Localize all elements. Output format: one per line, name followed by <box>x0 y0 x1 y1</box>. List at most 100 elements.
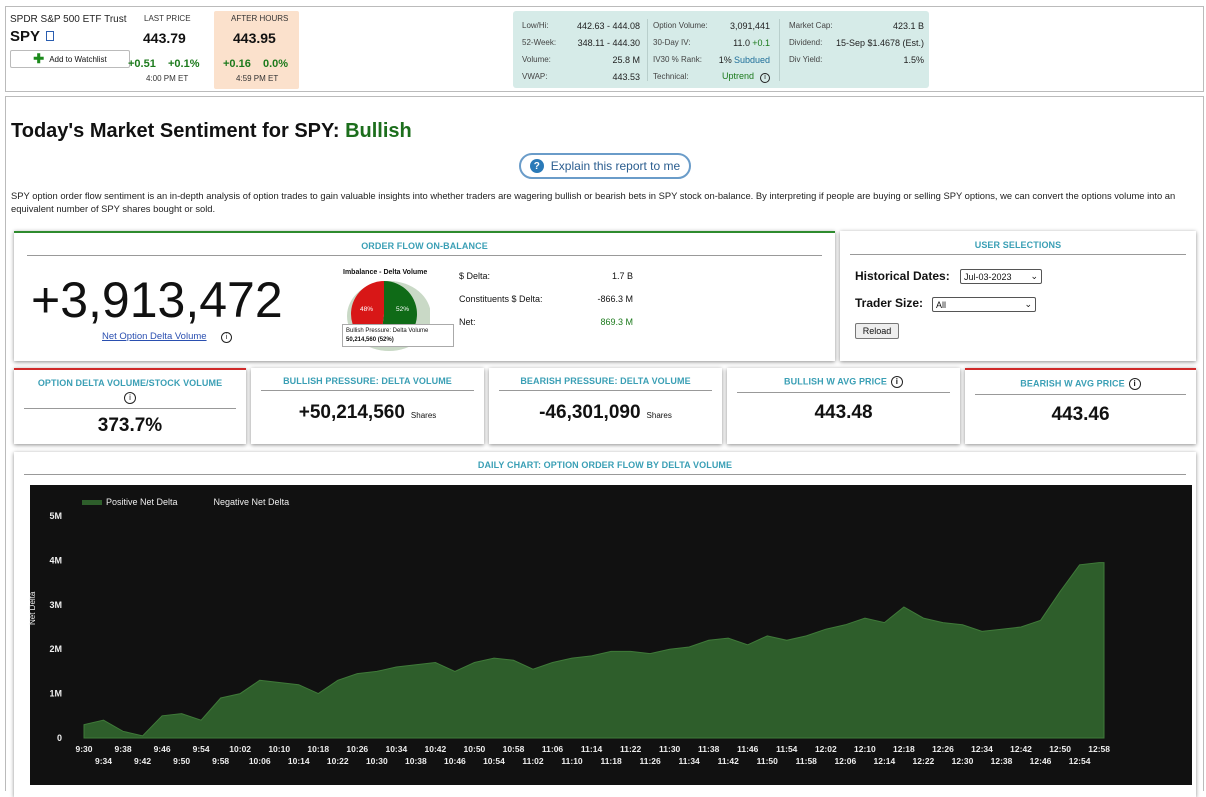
card-divider <box>27 255 822 256</box>
stat-label: VWAP: <box>522 72 548 81</box>
historical-dates-select[interactable]: Jul-03-2023 ⌄ <box>960 269 1042 284</box>
last-price-percent: +0.1% <box>168 58 200 70</box>
stat-technical: Technical: Uptrend i <box>653 68 770 85</box>
x-tick-label: 12:42 <box>1010 744 1032 754</box>
card-divider <box>975 394 1186 395</box>
net-delta-area-chart: 0 1M 2M 3M 4M 5M 9:30 9:38 9:46 9:54 10:02 10:10 10:… <box>49 511 1110 766</box>
bearish-pressure-value-row: -46,301,090 Shares <box>489 402 722 424</box>
x-tick-label: 12:34 <box>971 744 993 754</box>
add-to-watchlist-label: Add to Watchlist <box>49 54 107 64</box>
card-divider <box>24 474 1186 475</box>
x-tick-label: 11:30 <box>659 744 681 754</box>
reload-button[interactable]: Reload <box>855 323 899 339</box>
stat-dividend: Dividend: 15-Sep $1.4678 (Est.) <box>789 34 924 51</box>
stat-label: Volume: <box>522 55 551 64</box>
order-flow-heading: ORDER FLOW ON-BALANCE <box>361 241 488 251</box>
x-tick-label: 11:42 <box>718 756 740 766</box>
last-price: 443.79 <box>143 30 186 46</box>
x-tick-label: 9:34 <box>95 756 112 766</box>
bullish-avg-price-heading: BULLISH W AVG PRICE <box>784 376 887 387</box>
x-tick-label: 10:18 <box>307 744 329 754</box>
positive-net-delta-area <box>83 562 1105 739</box>
x-tick-label: 11:54 <box>776 744 798 754</box>
y-tick-label: 1M <box>49 689 62 699</box>
user-selections-card: USER SELECTIONS Historical Dates: Jul-03… <box>840 231 1196 361</box>
legend-positive[interactable]: Positive Net Delta <box>82 497 178 507</box>
card-divider <box>737 392 950 393</box>
quote-header: SPDR S&P 500 ETF Trust SPY ✚ Add to Watc… <box>5 6 1204 92</box>
page-title-text: Today's Market Sentiment for SPY: <box>11 120 340 142</box>
card-divider <box>850 254 1186 255</box>
delta-label: $ Delta: <box>459 271 491 281</box>
pie-tooltip: Bullish Pressure: Delta Volume 50,214,56… <box>342 324 454 347</box>
x-tick-label: 12:54 <box>1069 756 1091 766</box>
document-icon[interactable] <box>46 31 55 42</box>
stat-30-day-iv: 30-Day IV: 11.0 +0.1 <box>653 34 770 51</box>
net-option-delta-value: +3,913,472 <box>31 272 283 328</box>
after-hours-change: +0.16 <box>223 58 251 70</box>
stats-column-1: Low/Hi: 442.63 - 444.08 52-Week: 348.11 - … <box>522 17 640 85</box>
delta-table: $ Delta: 1.7 B Constituents $ Delta: -866.… <box>459 271 633 340</box>
question-icon: ? <box>529 159 544 173</box>
stat-label: Div Yield: <box>789 55 823 64</box>
stats-column-3: Market Cap: 423.1 B Dividend: 15-Sep $1.46… <box>789 17 924 68</box>
stat-change: +0.1 <box>752 37 770 48</box>
stat-52-week: 52-Week: 348.11 - 444.30 <box>522 34 640 51</box>
plus-icon: ✚ <box>33 51 45 66</box>
explain-report-label: Explain this report to me <box>550 159 681 173</box>
info-icon[interactable]: i <box>760 72 770 83</box>
info-icon[interactable]: i <box>221 332 232 343</box>
net-option-delta-link[interactable]: Net Option Delta Volume <box>102 331 207 342</box>
x-tick-label: 11:26 <box>639 756 661 766</box>
card-divider <box>24 408 236 409</box>
stats-divider <box>647 19 648 81</box>
delta-stock-ratio-heading: OPTION DELTA VOLUME/STOCK VOLUME <box>37 378 223 388</box>
bullish-pressure-value-row: +50,214,560 Shares <box>251 402 484 424</box>
info-icon[interactable]: i <box>890 376 903 388</box>
x-tick-label: 10:14 <box>288 756 310 766</box>
bullish-avg-price-heading-row: BULLISH W AVG PRICE i <box>727 376 960 388</box>
stat-label: Option Volume: <box>653 21 708 30</box>
stat-volume: Volume: 25.8 M <box>522 51 640 68</box>
stat-value: 3,091,441 <box>729 20 770 31</box>
legend-negative-label: Negative Net Delta <box>213 497 290 507</box>
bearish-avg-price-heading: BEARISH W AVG PRICE <box>1020 378 1125 389</box>
card-divider <box>499 390 712 391</box>
info-icon[interactable]: i <box>1128 378 1141 390</box>
page-title: Today's Market Sentiment for SPY: Bullis… <box>11 120 412 143</box>
trader-size-label: Trader Size: <box>855 296 924 310</box>
stat-label: 30-Day IV: <box>653 38 691 47</box>
x-tick-label: 10:38 <box>405 756 427 766</box>
x-tick-label: 9:54 <box>193 744 210 754</box>
bullish-avg-price-card: BULLISH W AVG PRICE i 443.48 <box>727 368 960 444</box>
card-divider <box>261 390 474 391</box>
delta-stock-ratio-card: OPTION DELTA VOLUME/STOCK VOLUME i 373.7… <box>14 368 246 444</box>
x-tick-label: 9:30 <box>75 744 92 754</box>
stat-label: Dividend: <box>789 38 823 47</box>
security-name: SPDR S&P 500 ETF Trust <box>10 14 127 25</box>
stat-value: 423.1 B <box>892 20 924 31</box>
x-tick-label: 10:50 <box>464 744 486 754</box>
bullish-pressure-value: +50,214,560 <box>298 402 405 423</box>
info-icon[interactable]: i <box>124 391 136 404</box>
stat-market-cap: Market Cap: 423.1 B <box>789 17 924 34</box>
stats-column-2: Option Volume: 3,091,441 30-Day IV: 11.0 +… <box>653 17 770 85</box>
explain-report-button[interactable]: ? Explain this report to me <box>519 153 691 179</box>
x-tick-label: 12:50 <box>1049 744 1071 754</box>
x-tick-label: 12:02 <box>815 744 837 754</box>
x-tick-label: 9:46 <box>154 744 171 754</box>
stat-label: Low/Hi: <box>522 21 549 30</box>
trader-size-select[interactable]: All ⌄ <box>932 297 1036 312</box>
x-tick-label: 10:26 <box>346 744 368 754</box>
stat-value: 1% <box>718 54 732 65</box>
stat-value: 1.5% <box>903 54 924 65</box>
add-to-watchlist-button[interactable]: ✚ Add to Watchlist <box>10 50 130 68</box>
report-panel: Today's Market Sentiment for SPY: Bullis… <box>5 96 1204 797</box>
after-hours-label: AFTER HOURS <box>231 14 289 23</box>
legend-negative[interactable]: Negative Net Delta <box>214 497 290 507</box>
x-tick-label: 12:58 <box>1088 744 1110 754</box>
y-tick-label: 5M <box>49 511 62 521</box>
historical-dates-value: Jul-03-2023 <box>964 271 1012 282</box>
x-tick-label: 12:30 <box>952 756 974 766</box>
bearish-pressure-heading: BEARISH PRESSURE: DELTA VOLUME <box>520 376 691 386</box>
